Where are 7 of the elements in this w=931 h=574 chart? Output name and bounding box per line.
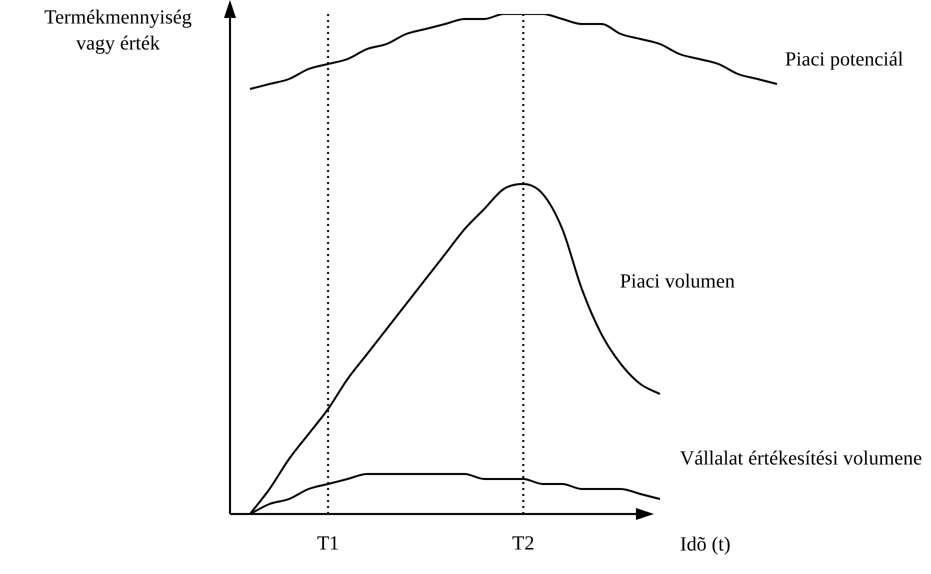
series-label: Piaci volumen — [620, 270, 735, 292]
y-axis-title: Termékmennyiség vagy érték — [44, 6, 192, 54]
x-tick-label: T2 — [512, 532, 534, 554]
series-label: Piaci potenciál — [785, 48, 904, 70]
series-label: Vállalat értékesítési volumene — [680, 447, 922, 470]
x-axis-title: Idõ (t) — [680, 533, 731, 556]
x-tick-label: T1 — [316, 532, 340, 554]
